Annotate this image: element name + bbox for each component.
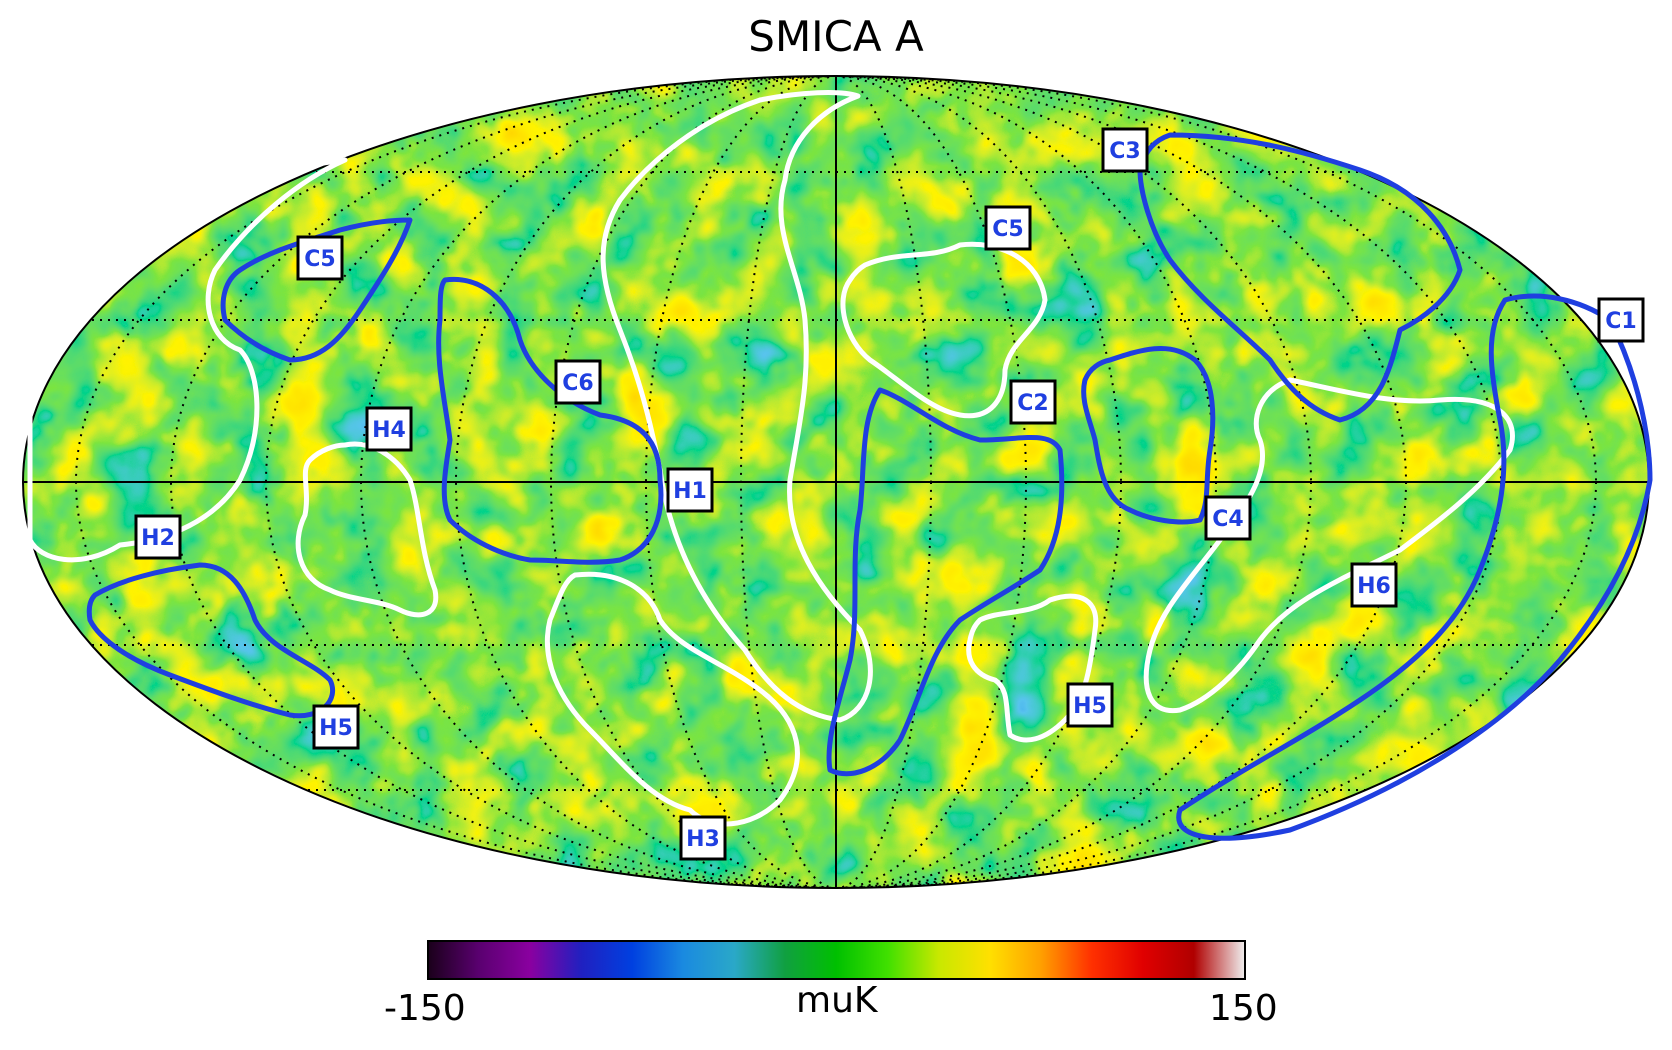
- colorbar-unit-label: muK: [796, 980, 878, 1021]
- label-c4-text: C4: [1212, 507, 1243, 532]
- label-h3-text: H3: [686, 827, 720, 852]
- label-c5-left: C5: [296, 235, 344, 281]
- colorbar: [427, 940, 1246, 980]
- label-h4: H4: [365, 406, 413, 452]
- label-c5-left-text: C5: [304, 247, 335, 272]
- label-h6-text: H6: [1357, 574, 1391, 599]
- label-h5-left: H5: [312, 704, 360, 750]
- label-c1-text: C1: [1605, 309, 1636, 334]
- map-title: SMICA A: [748, 12, 924, 61]
- hot-region-h5b-contour: [840, 241, 1048, 419]
- hot-region-h1-contour: [600, 90, 873, 723]
- label-h4-text: H4: [372, 418, 406, 443]
- cold-region-c3-contour: [1137, 132, 1463, 423]
- colorbar-max-label: 150: [1209, 988, 1278, 1029]
- label-h1: H1: [666, 467, 714, 513]
- cold-region-c1-contour: [1176, 293, 1653, 841]
- label-h5-right: H5: [1066, 682, 1114, 728]
- label-c5-right-text: C5: [992, 217, 1023, 242]
- label-c1: C1: [1597, 297, 1645, 343]
- label-h5-left-text: H5: [319, 716, 353, 741]
- cold-region-c2-contour: [826, 387, 1065, 777]
- temperature-field: [23, 76, 1649, 888]
- label-c2-text: C2: [1017, 391, 1048, 416]
- label-h6: H6: [1350, 562, 1398, 608]
- hot-region-h3-contour: [544, 571, 800, 827]
- region-labels: H1 H2 H3 H4 H5 H5 H6 C1: [134, 127, 1645, 861]
- label-h2: H2: [134, 514, 182, 560]
- label-h5-right-text: H5: [1073, 694, 1107, 719]
- hot-region-h4-contour: [295, 441, 439, 618]
- label-c2: C2: [1009, 379, 1057, 425]
- label-c3-text: C3: [1109, 139, 1140, 164]
- label-c6: C6: [554, 359, 602, 405]
- cold-region-c4-contour: [1081, 345, 1216, 525]
- label-h3: H3: [679, 815, 727, 861]
- colorbar-min-label: -150: [384, 988, 466, 1029]
- hot-region-h5a-contour: [966, 593, 1099, 743]
- label-c4: C4: [1204, 495, 1252, 541]
- label-h2-text: H2: [141, 526, 175, 551]
- label-h1-text: H1: [673, 479, 707, 504]
- label-c6-text: C6: [562, 371, 593, 396]
- cold-region-c6-contour: [436, 276, 664, 565]
- label-c3: C3: [1101, 127, 1149, 173]
- label-c5-right: C5: [984, 205, 1032, 251]
- cold-region-c5-contour: [220, 217, 413, 363]
